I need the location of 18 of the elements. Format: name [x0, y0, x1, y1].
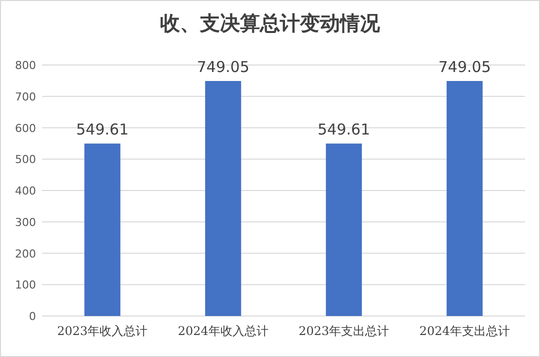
y-tick-label: 100 [15, 278, 36, 292]
x-tick-label: 2023年收入总计 [57, 324, 148, 338]
y-tick-label: 300 [15, 216, 36, 229]
data-label: 749.05 [196, 58, 250, 76]
y-tick-label: 600 [15, 122, 36, 135]
data-label: 549.61 [76, 120, 129, 139]
x-tick-label: 2024年收入总计 [178, 324, 268, 338]
data-label: 549.61 [318, 120, 370, 139]
y-tick-label: 0 [29, 310, 36, 323]
y-tick-label: 400 [15, 184, 36, 198]
data-label: 749.05 [438, 58, 491, 76]
y-tick-label: 500 [15, 153, 36, 166]
y-tick-label: 200 [15, 247, 36, 260]
chart-title: 收、支决算总计变动情况 [160, 11, 381, 35]
x-tick-label: 2024年支出总计 [419, 324, 510, 338]
y-tick-label: 800 [15, 59, 36, 72]
y-tick-label: 700 [15, 90, 36, 104]
x-tick-label: 2023年支出总计 [298, 324, 390, 338]
